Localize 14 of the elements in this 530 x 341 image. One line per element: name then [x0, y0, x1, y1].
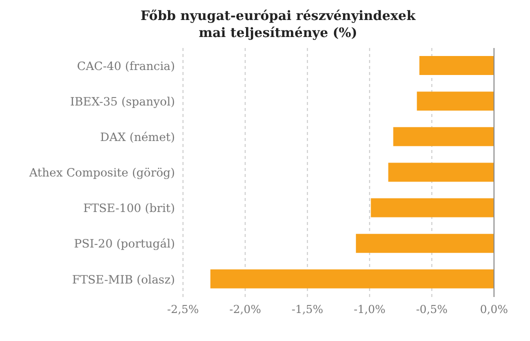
y-tick-label: IBEX-35 (spanyol) — [70, 94, 175, 108]
x-tick-label: -2,0% — [229, 302, 262, 316]
y-tick-label: CAC-40 (francia) — [76, 58, 175, 73]
x-tick-label: -0,5% — [416, 302, 448, 316]
y-tick-label: FTSE-MIB (olasz) — [72, 272, 175, 286]
x-tick-label: 0,0% — [480, 302, 508, 316]
x-tick-label: -1,0% — [354, 302, 386, 316]
chart-title: Főbb nyugat-európai részvényindexek mai teljesítménye (%) — [140, 8, 417, 42]
y-tick-label: DAX (német) — [100, 130, 175, 144]
y-tick-label: FTSE-100 (brit) — [83, 201, 175, 216]
x-tick-label: -2,5% — [167, 302, 199, 316]
y-tick-label: Athex Composite (görög) — [28, 166, 175, 180]
y-tick-label: PSI-20 (portugál) — [74, 236, 175, 251]
x-tick-label: -1,5% — [292, 302, 324, 316]
